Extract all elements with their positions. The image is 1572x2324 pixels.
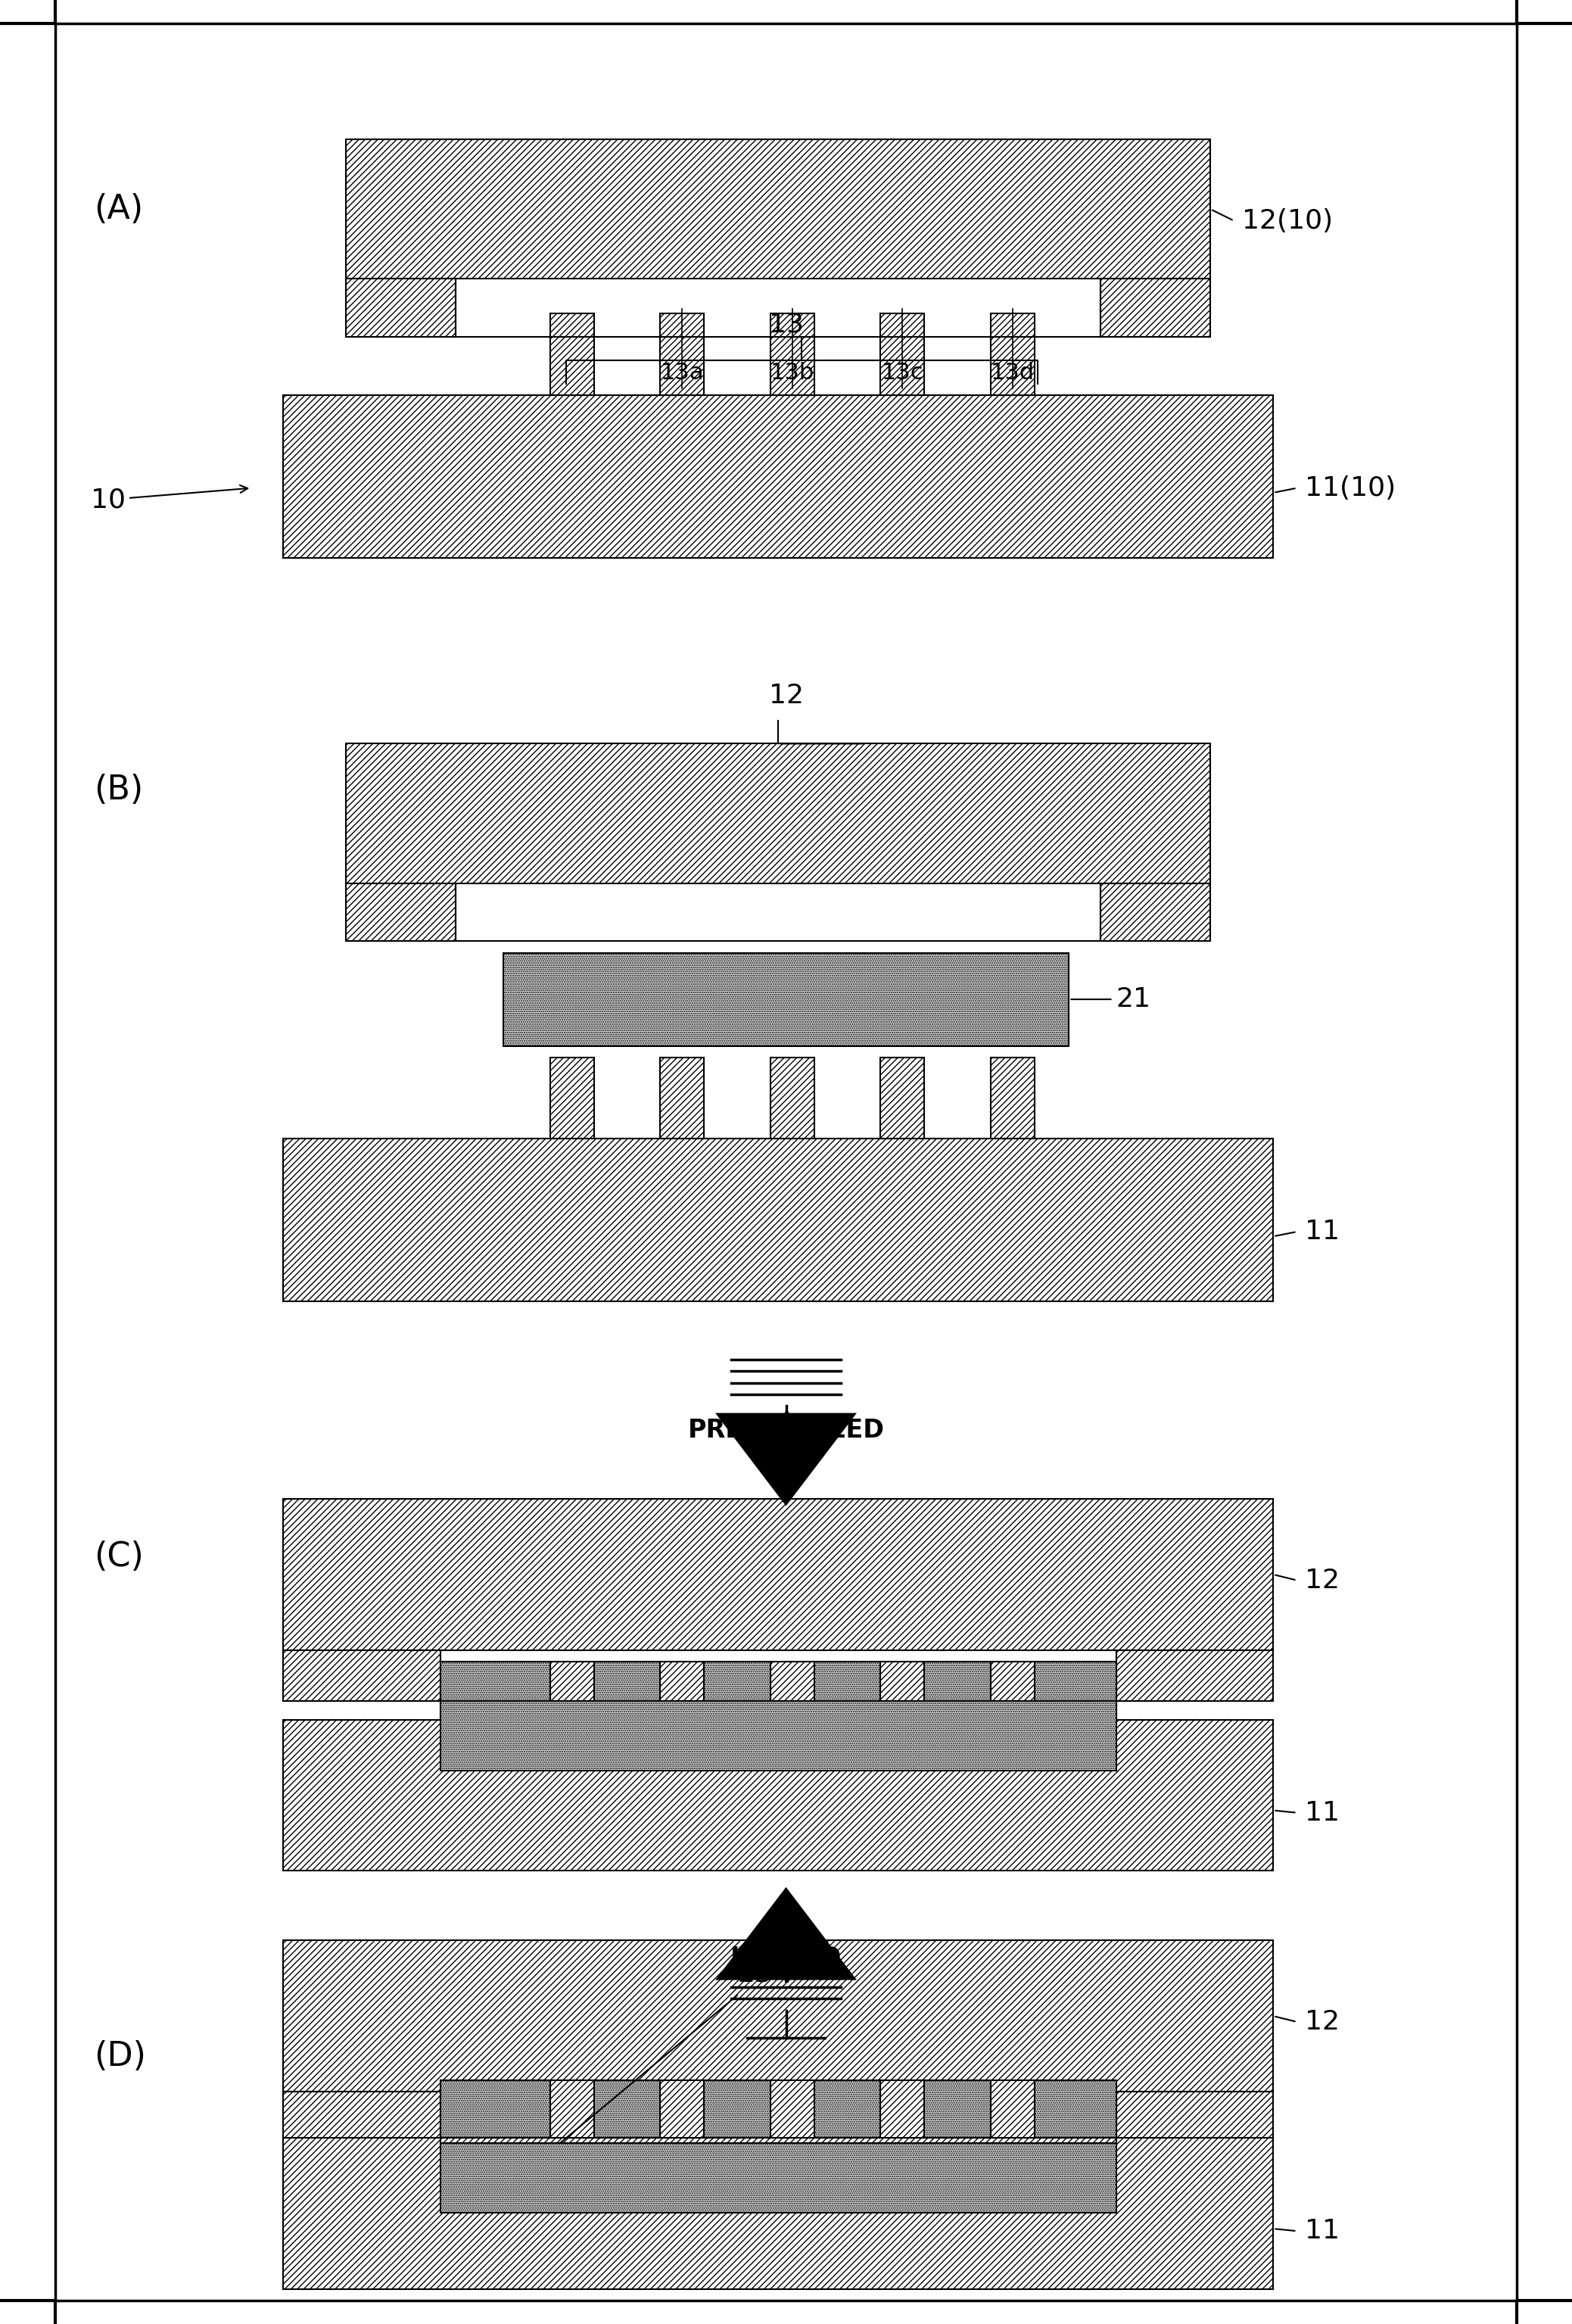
Bar	[283, 1720, 1273, 1871]
Bar	[594, 2080, 660, 2138]
Text: 11: 11	[1305, 1218, 1339, 1246]
Bar	[283, 1941, 1273, 2092]
Bar	[880, 1662, 924, 1720]
Bar	[1116, 2092, 1273, 2143]
Bar	[283, 1499, 1273, 1650]
Bar	[1100, 883, 1210, 941]
Polygon shape	[715, 1887, 857, 1980]
Bar	[283, 2092, 440, 2143]
Bar	[550, 314, 594, 395]
Bar	[770, 1057, 814, 1139]
Text: 12: 12	[769, 683, 803, 709]
Bar	[660, 314, 704, 395]
Bar	[440, 2143, 1116, 2212]
Bar	[880, 2080, 924, 2138]
Bar	[990, 314, 1034, 395]
Bar	[594, 1662, 660, 1720]
Bar	[704, 1662, 770, 1720]
Text: (D): (D)	[94, 2040, 146, 2073]
Bar	[440, 2080, 550, 2138]
Bar	[283, 395, 1273, 558]
Bar	[283, 2138, 1273, 2289]
Bar	[990, 1057, 1034, 1139]
Bar	[770, 1662, 814, 1720]
Bar	[440, 1662, 550, 1720]
Bar	[990, 1662, 1034, 1720]
Bar	[1034, 2080, 1116, 2138]
Bar	[346, 744, 1210, 883]
Bar	[814, 1662, 880, 1720]
Text: (C): (C)	[94, 1541, 145, 1573]
Bar	[990, 2080, 1034, 2138]
Polygon shape	[715, 1413, 857, 1506]
Text: 13d: 13d	[990, 363, 1034, 383]
Bar	[503, 953, 1069, 1046]
Text: 13b: 13b	[770, 363, 814, 383]
Text: 10: 10	[91, 486, 248, 514]
Bar	[550, 2080, 594, 2138]
Bar	[550, 1662, 594, 1720]
Text: 13c: 13c	[882, 363, 923, 383]
Bar	[814, 2080, 880, 2138]
Bar	[924, 2080, 990, 2138]
Text: 13: 13	[769, 311, 803, 337]
Bar	[770, 314, 814, 395]
Bar	[346, 883, 456, 941]
Text: 11(10): 11(10)	[1305, 474, 1396, 502]
Text: 11: 11	[1305, 1799, 1339, 1827]
Text: (A): (A)	[94, 193, 143, 225]
Bar	[880, 1057, 924, 1139]
Bar	[880, 314, 924, 395]
Bar	[1034, 1662, 1116, 1720]
Bar	[550, 1057, 594, 1139]
Text: PRESSURIZED: PRESSURIZED	[687, 1418, 885, 1443]
Bar	[346, 279, 456, 337]
Text: HEATED: HEATED	[731, 1945, 841, 1971]
Bar	[660, 2080, 704, 2138]
Bar	[704, 2080, 770, 2138]
Bar	[283, 1650, 440, 1701]
Text: 12: 12	[1305, 1566, 1339, 1594]
Text: (B): (B)	[94, 774, 143, 806]
Text: 21: 21	[1116, 985, 1151, 1013]
Text: 12: 12	[1305, 2008, 1339, 2036]
Text: 13a: 13a	[660, 363, 704, 383]
Text: 23: 23	[737, 1961, 772, 1987]
Bar	[1100, 279, 1210, 337]
Bar	[1116, 1650, 1273, 1701]
Bar	[770, 2080, 814, 2138]
Bar	[660, 1057, 704, 1139]
Bar	[346, 139, 1210, 279]
Bar	[440, 1701, 1116, 1771]
Text: 11: 11	[1305, 2217, 1339, 2245]
Bar	[660, 1662, 704, 1720]
Text: 12(10): 12(10)	[1242, 207, 1333, 235]
Bar	[924, 1662, 990, 1720]
Bar	[283, 1139, 1273, 1301]
